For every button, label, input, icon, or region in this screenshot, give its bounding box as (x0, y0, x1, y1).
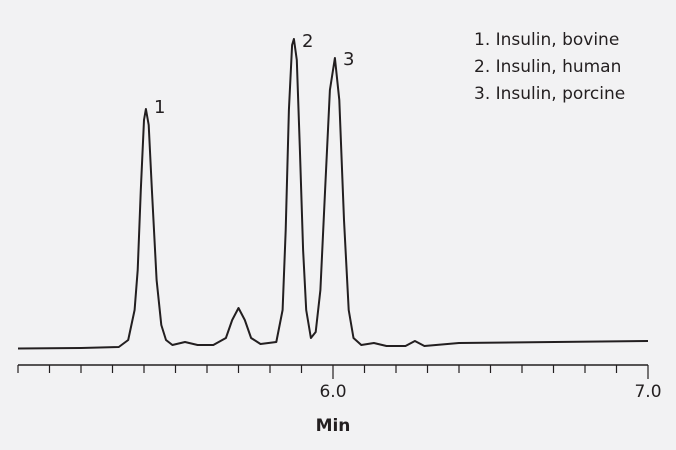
legend-entry: 3. Insulin, porcine (474, 84, 625, 104)
peak-label: 3 (343, 49, 354, 70)
chromatogram-trace (17, 38, 649, 350)
x-tick-label: 7.0 (634, 382, 661, 402)
peak-label: 1 (154, 97, 165, 118)
legend-entry: 1. Insulin, bovine (474, 30, 619, 50)
x-tick-label: 6.0 (319, 382, 346, 402)
legend-entry: 2. Insulin, human (474, 57, 621, 77)
x-axis-label: Min (316, 416, 351, 436)
peak-label: 2 (302, 31, 313, 52)
